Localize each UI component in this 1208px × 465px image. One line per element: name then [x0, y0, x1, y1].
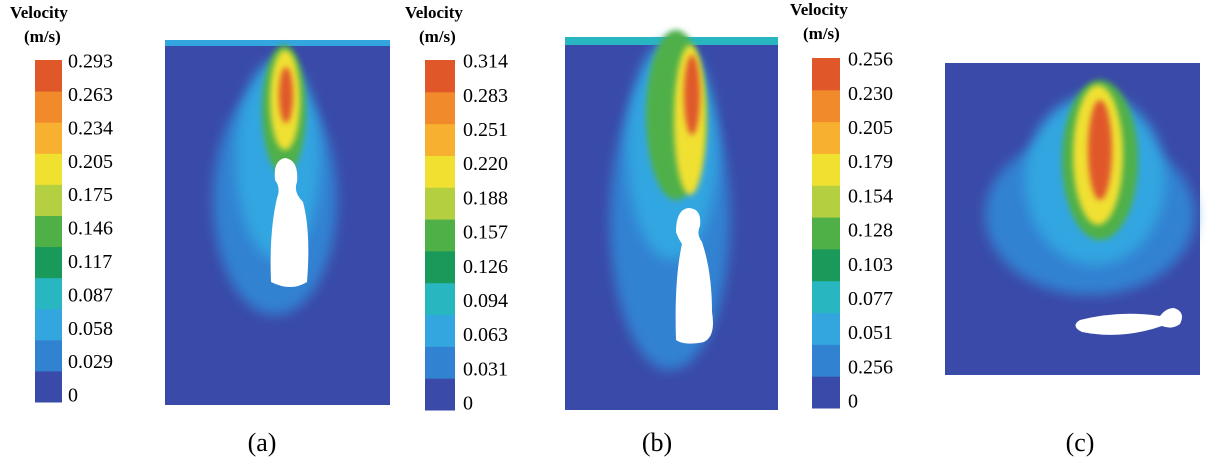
colorbar-label: 0: [68, 385, 78, 407]
colorbar-segment: [425, 123, 455, 156]
legend-unit: (m/s): [803, 24, 840, 43]
colorbar-label: 0.205: [68, 151, 113, 173]
colorbar-label: 0.314: [463, 51, 508, 73]
colorbar-segment: [425, 346, 455, 379]
colorbar-label: 0.157: [463, 222, 508, 244]
panel-caption: (b): [642, 428, 672, 457]
colorbar-label: 0.175: [68, 184, 113, 206]
colorbar-label: 0.063: [463, 324, 508, 346]
colorbar-label: 0.077: [848, 288, 893, 310]
contour-b: [565, 30, 778, 410]
colorbar-segment: [425, 187, 455, 220]
colorbar-segment: [812, 217, 840, 250]
colorbar-label: 0.029: [68, 351, 113, 373]
colorbar-label: 0.234: [68, 117, 113, 139]
colorbar-segment: [35, 60, 62, 92]
colorbar-segment: [35, 308, 62, 341]
legend-unit: (m/s): [419, 27, 456, 46]
legend-title: Velocity: [790, 0, 848, 19]
colorbar-label: 0: [463, 393, 473, 415]
colorbar-segment: [35, 370, 62, 403]
colorbar-segment: [812, 344, 840, 377]
colorbar-label: 0.220: [463, 153, 508, 175]
colorbar-segment: [425, 91, 455, 125]
legend-title: Velocity: [10, 3, 68, 22]
colorbar-label: 0.087: [68, 284, 113, 306]
colorbar-segment: [425, 219, 455, 252]
colorbar-label: 0.251: [463, 119, 508, 141]
panel-caption: (c): [1066, 428, 1095, 457]
colorbar-label: 0.031: [463, 358, 508, 380]
colorbar-label: 0.126: [463, 256, 508, 278]
colorbar-segment: [425, 250, 455, 284]
colorbar-label: 0.263: [68, 84, 113, 106]
colorbar-segment: [35, 215, 62, 248]
colorbar-segment: [35, 184, 62, 216]
contour-a: [165, 40, 390, 405]
colorbar-segment: [35, 91, 62, 123]
colorbar-segment: [812, 248, 840, 282]
colorbar-segment: [425, 378, 455, 411]
colorbar-segment: [812, 185, 840, 218]
colorbar-label: 0.256: [848, 49, 893, 71]
colorbar-label: 0.283: [463, 85, 508, 107]
colorbar-segment: [812, 153, 840, 186]
colorbar-segment: [812, 312, 840, 345]
colorbar-label: 0.051: [848, 322, 893, 344]
colorbar-segment: [425, 282, 455, 316]
colorbar-segment: [812, 280, 840, 314]
colorbar-segment: [812, 58, 840, 91]
colorbar-segment: [812, 376, 840, 409]
colorbar-label: 0.058: [68, 318, 113, 340]
colorbar-segment: [812, 121, 840, 154]
colorbar-label: 0.117: [68, 251, 112, 273]
colorbar-label: 0.154: [848, 185, 893, 207]
colorbar-segment: [812, 89, 840, 123]
colorbar-label: 0.179: [848, 151, 893, 173]
colorbar-label: 0.128: [848, 220, 893, 242]
colorbar-label: 0.103: [848, 254, 893, 276]
legends: Velocity (m/s) 0.293 0.263 0.234 0.205 0.175 0.…: [10, 0, 1094, 457]
colorbar-label: 0: [848, 391, 858, 413]
colorbar-label: 0.094: [463, 290, 508, 312]
colorbar-segment: [35, 122, 62, 154]
colorbar-segment: [425, 314, 455, 347]
colorbar-label: 0.146: [68, 218, 113, 240]
legend-title: Velocity: [405, 3, 463, 22]
panel-caption: (a): [248, 428, 277, 457]
contour-c: [945, 63, 1200, 375]
colorbar-segment: [35, 246, 62, 279]
colorbar-segment: [35, 339, 62, 372]
colorbar-label: 0.188: [463, 187, 508, 209]
colorbar-segment: [35, 277, 62, 310]
colorbar-label: 0.205: [848, 117, 893, 139]
colorbar-label: 0.293: [68, 51, 113, 73]
colorbar-segment: [425, 155, 455, 188]
colorbar-segment: [425, 60, 455, 93]
legend-unit: (m/s): [24, 27, 61, 46]
colorbar-label: 0.230: [848, 83, 893, 105]
colorbar-label: 0.256: [848, 356, 893, 378]
colorbar-segment: [35, 153, 62, 185]
